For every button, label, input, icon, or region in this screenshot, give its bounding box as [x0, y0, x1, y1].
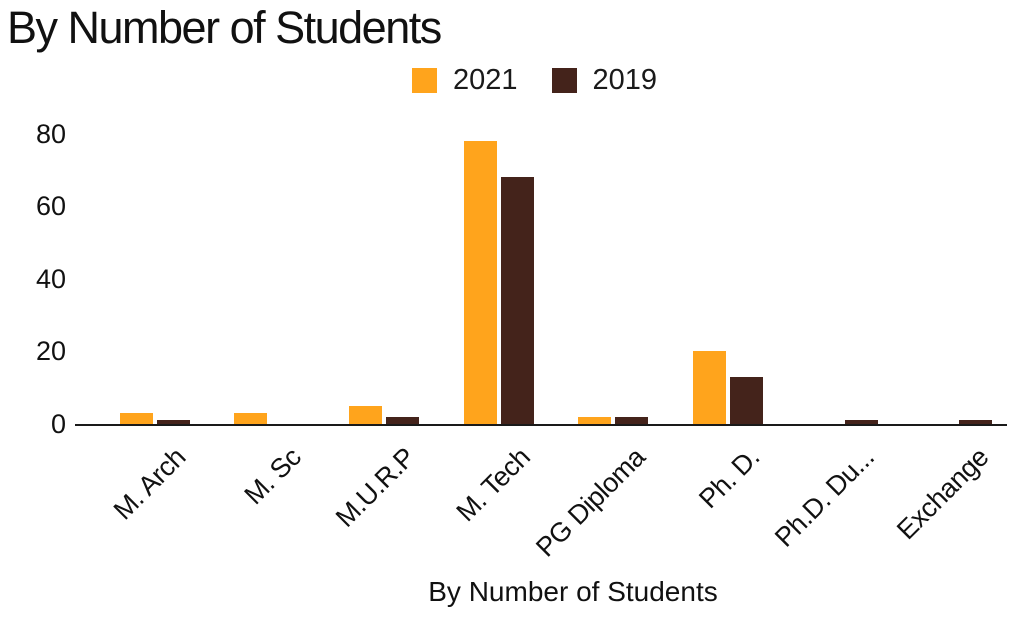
legend-item-2019: 2019 — [551, 64, 658, 96]
bar-2019-ph-d — [730, 377, 763, 424]
bar-2021-pg-diploma — [578, 417, 612, 424]
y-tick-40: 40 — [35, 263, 66, 294]
chart-title: By Number of Students — [7, 2, 442, 53]
bar-2021-m-tech — [463, 141, 497, 424]
bar-2021-ph-d — [693, 351, 726, 424]
legend: 2021 2019 — [412, 66, 657, 95]
x-tick-m-u-r-p: M.U.R.P — [330, 442, 422, 533]
y-tick-60: 60 — [35, 191, 66, 222]
bar-2021-m-arch — [119, 413, 153, 424]
y-tick-80: 80 — [35, 118, 66, 149]
x-tick-pg-diploma: PG Diploma — [529, 442, 651, 563]
bar-2019-m-u-r-p — [385, 417, 419, 424]
bar-2019-pg-diploma — [615, 417, 649, 424]
x-axis-title: By Number of Students — [428, 576, 718, 607]
x-axis-line — [75, 424, 1007, 426]
y-tick-20: 20 — [35, 336, 66, 367]
bar-2019-exchange — [959, 420, 993, 424]
bar-2021-m-u-r-p — [348, 406, 382, 424]
x-tick-ph-d: Ph. D. — [693, 442, 766, 515]
y-tick-0: 0 — [50, 409, 66, 439]
x-tick-m-arch: M. Arch — [108, 442, 192, 526]
x-tick-ph-d-du: Ph.D. Du... — [769, 442, 880, 553]
legend-swatch-2019 — [551, 68, 577, 93]
legend-label-2021: 2021 — [453, 64, 518, 96]
bar-2021-m-sc — [234, 413, 268, 424]
legend-swatch-2021 — [412, 68, 437, 93]
bar-2019-m-tech — [500, 177, 534, 424]
x-tick-m-tech: M. Tech — [450, 442, 536, 528]
legend-label-2019: 2019 — [592, 64, 658, 96]
x-tick-m-sc: M. Sc — [238, 442, 307, 511]
x-tick-exchange: Exchange — [891, 442, 995, 546]
legend-item-2021: 2021 — [412, 66, 518, 95]
bar-2019-m-arch — [156, 420, 190, 424]
bar-2019-ph-d-du — [844, 420, 878, 424]
